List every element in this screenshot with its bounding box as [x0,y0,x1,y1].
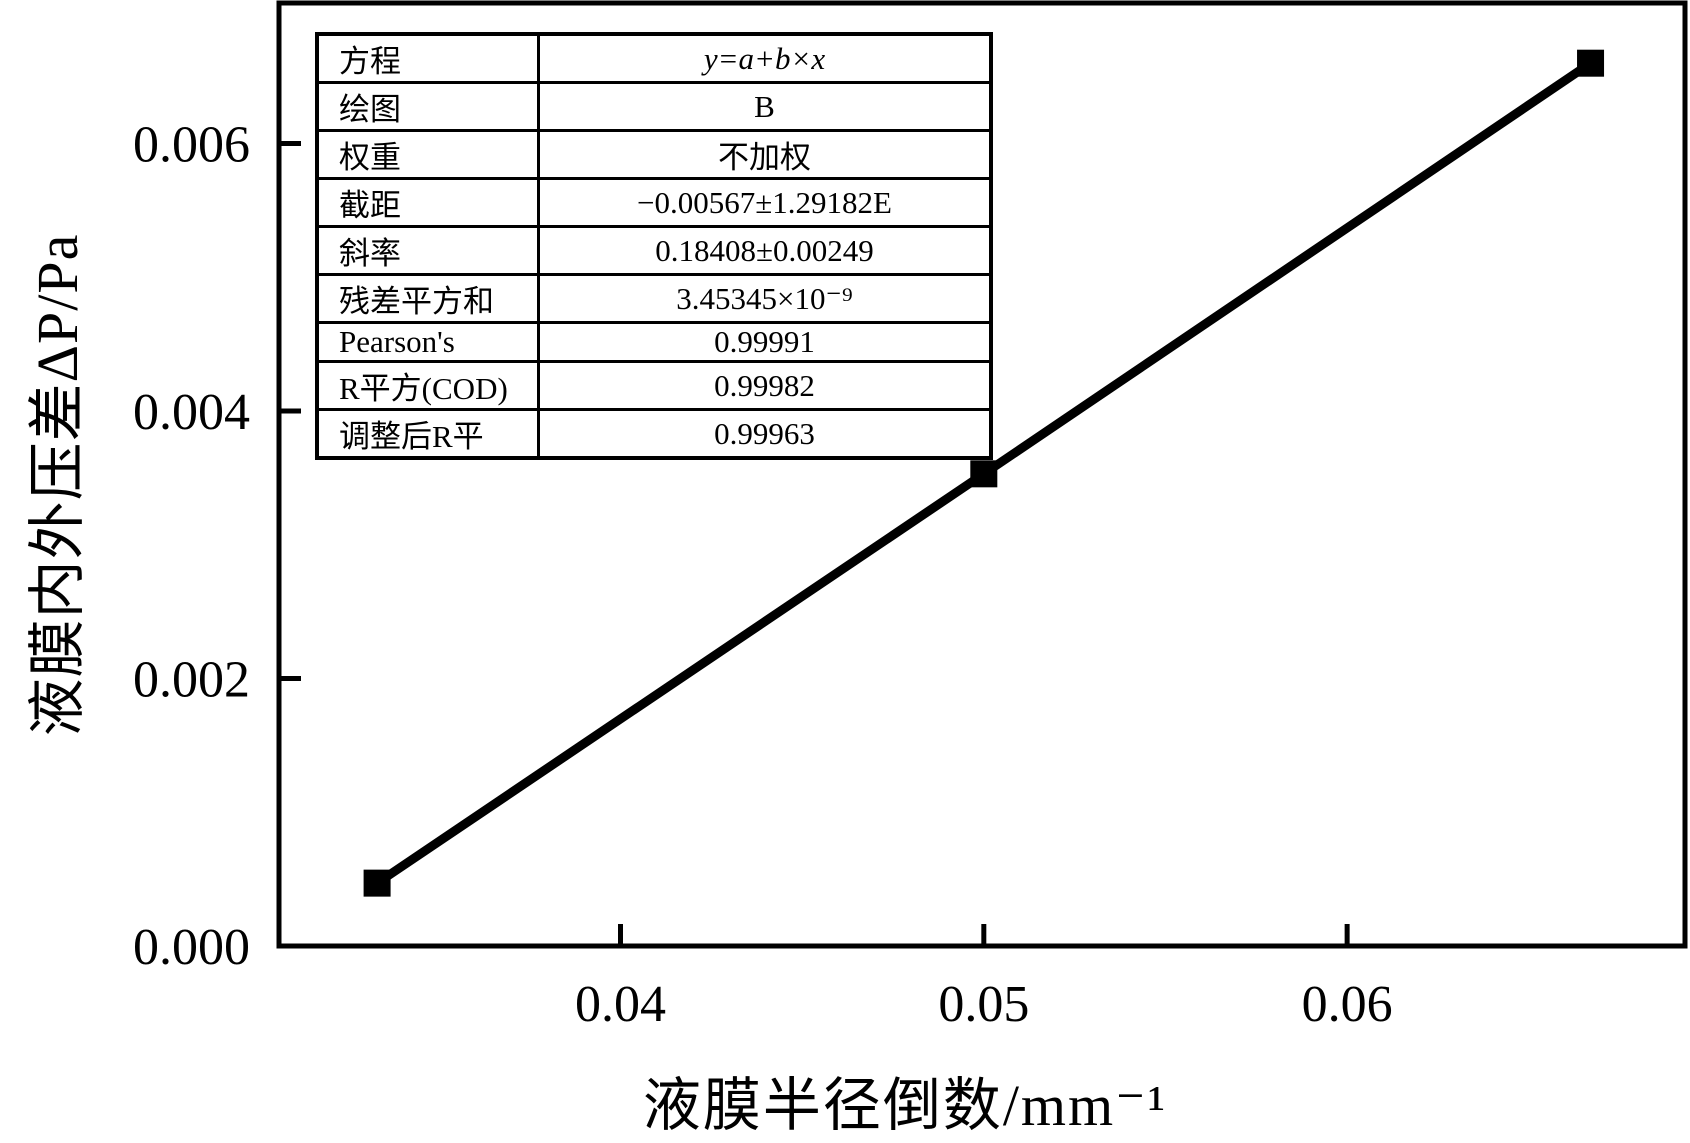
stats-table: 方程 y=a+b×x 绘图 B 权重 不加权 截距 −0.00567±1.291… [315,32,993,460]
stat-value: 0.18408±0.00249 [537,225,993,276]
table-row: Pearson's 0.99991 [315,321,993,363]
x-tick-label: 0.06 [1302,976,1393,1033]
table-row: 残差平方和 3.45345×10⁻⁹ [315,273,993,324]
y-tick-label: 0.000 [133,919,250,976]
stat-label: 斜率 [315,225,540,276]
stat-value: −0.00567±1.29182E [537,177,993,228]
stat-label: 绘图 [315,81,540,132]
y-tick-label: 0.002 [133,651,250,708]
stat-label: R平方(COD) [315,360,540,411]
stat-value: B [537,81,993,132]
x-tick-label: 0.04 [575,976,666,1033]
data-point-marker [970,460,998,488]
stat-value: 3.45345×10⁻⁹ [537,273,993,324]
table-row: 方程 y=a+b×x [315,32,993,84]
stat-value: y=a+b×x [537,32,993,84]
stat-label: 残差平方和 [315,273,540,324]
data-point-marker [1577,49,1605,77]
stat-value: 不加权 [537,129,993,180]
table-row: R平方(COD) 0.99982 [315,360,993,411]
stat-value: 0.99982 [537,360,993,411]
table-row: 调整后R平 0.99963 [315,408,993,460]
y-tick-label: 0.004 [133,384,250,441]
stat-value: 0.99991 [537,321,993,363]
stat-value: 0.99963 [537,408,993,460]
table-row: 权重 不加权 [315,129,993,180]
table-row: 斜率 0.18408±0.00249 [315,225,993,276]
stat-label: 调整后R平 [315,408,540,460]
stat-label: 方程 [315,32,540,84]
y-tick-label: 0.006 [133,116,250,173]
table-row: 绘图 B [315,81,993,132]
x-tick-label: 0.05 [938,976,1029,1033]
stat-label: 截距 [315,177,540,228]
y-axis-title: 液膜内外压差ΔP/Pa [25,233,90,737]
table-row: 截距 −0.00567±1.29182E [315,177,993,228]
data-point-marker [363,869,391,897]
stat-label: Pearson's [315,321,540,363]
regression-stats-table: 方程 y=a+b×x 绘图 B 权重 不加权 截距 −0.00567±1.291… [315,32,993,460]
stat-label: 权重 [315,129,540,180]
x-axis-title: 液膜半径倒数/mm⁻¹ [642,1073,1168,1138]
